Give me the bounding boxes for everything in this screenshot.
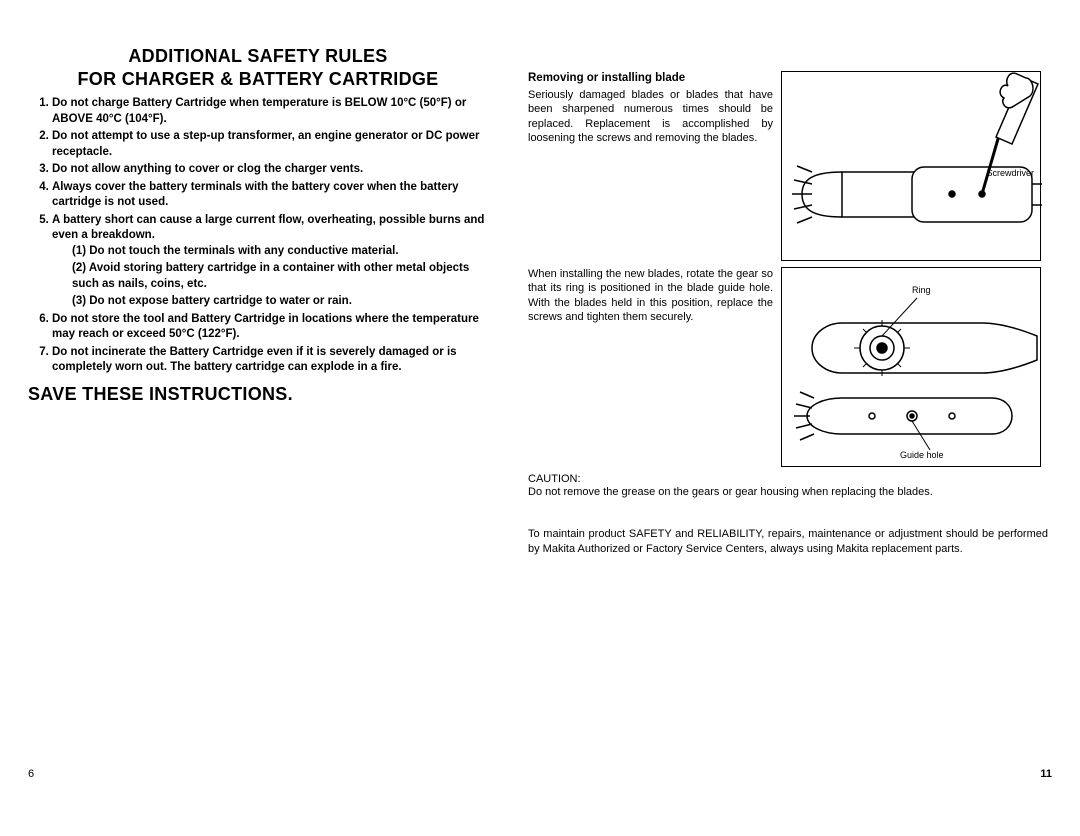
figure-screwdriver: Screwdriver [781,71,1041,261]
blade-paragraph-2: When installing the new blades, rotate t… [528,267,773,324]
right-page: Removing or installing blade Seriously d… [518,45,1048,836]
safety-rules-list: Do not charge Battery Cartridge when tem… [28,96,488,376]
sub-rule: (3) Do not expose battery cartridge to w… [72,294,488,310]
left-page: ADDITIONAL SAFETY RULES FOR CHARGER & BA… [28,45,518,836]
sub-rule: (2) Avoid storing battery cartridge in a… [72,261,488,292]
blade-section-row-1: Removing or installing blade Seriously d… [528,45,1048,261]
caution-label: CAUTION: [528,473,1048,485]
rule-item: Do not attempt to use a step-up transfor… [52,129,488,160]
maintenance-text: To maintain product SAFETY and RELIABILI… [528,527,1048,556]
safety-rules-title: ADDITIONAL SAFETY RULES FOR CHARGER & BA… [28,45,488,90]
blade-paragraph-1: Seriously damaged blades or blades that … [528,88,773,145]
blade-heading: Removing or installing blade [528,71,773,86]
rule-item: Do not store the tool and Battery Cartri… [52,312,488,343]
rule-item: A battery short can cause a large curren… [52,213,488,310]
blade-text-1: Removing or installing blade Seriously d… [528,45,781,145]
rule-item: Always cover the battery terminals with … [52,180,488,211]
sub-rules: (1) Do not touch the terminals with any … [52,244,488,310]
ring-guide-diagram-icon [782,268,1042,468]
caution-text: Do not remove the grease on the gears or… [528,485,1048,499]
figure-ring-guide: Ring Guide hole [781,267,1041,467]
rule-text: A battery short can cause a large curren… [52,214,484,242]
rule-item: Do not allow anything to cover or clog t… [52,162,488,178]
sub-rule: (1) Do not touch the terminals with any … [72,244,488,260]
save-instructions-heading: SAVE THESE INSTRUCTIONS. [28,384,488,405]
manual-page-spread: ADDITIONAL SAFETY RULES FOR CHARGER & BA… [0,0,1080,836]
blade-text-2: When installing the new blades, rotate t… [528,261,781,324]
title-line-2: FOR CHARGER & BATTERY CARTRIDGE [28,68,488,91]
title-line-1: ADDITIONAL SAFETY RULES [28,45,488,68]
guide-hole-label: Guide hole [900,450,944,460]
ring-label: Ring [912,285,931,295]
screwdriver-diagram-icon [782,72,1042,262]
rule-item: Do not incinerate the Battery Cartridge … [52,345,488,376]
screwdriver-label: Screwdriver [986,168,1034,178]
page-number-right: 11 [1040,768,1052,780]
page-number-left: 6 [28,768,34,780]
blade-section-row-2: When installing the new blades, rotate t… [528,261,1048,467]
rule-item: Do not charge Battery Cartridge when tem… [52,96,488,127]
